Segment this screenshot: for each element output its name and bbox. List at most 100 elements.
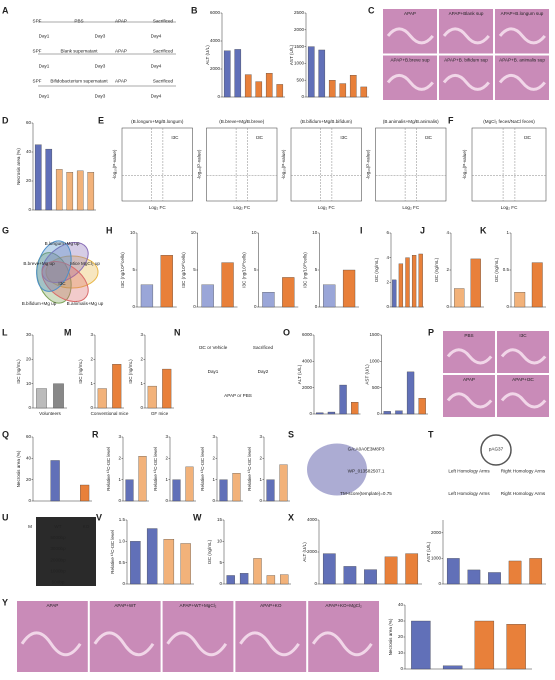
y-tick-label: 10: [217, 539, 223, 544]
y-tick-label: 0: [314, 581, 317, 586]
bar: [442, 665, 463, 670]
y-tick-label: 1000: [369, 359, 380, 364]
y-tick-label: 3: [212, 434, 215, 439]
y-tick-label: 0: [438, 581, 441, 586]
bar: [282, 277, 295, 308]
bar: [384, 556, 398, 585]
y-tick-label: 1.0: [119, 539, 126, 544]
bar: [234, 49, 242, 98]
y-tick-label: 0: [28, 498, 31, 503]
bar: [474, 620, 495, 670]
bar: [418, 253, 423, 308]
bar: [383, 411, 391, 415]
y-tick-label: 0: [165, 498, 168, 503]
bar: [328, 80, 336, 98]
bar: [316, 412, 324, 415]
panel-letter: P: [428, 327, 434, 337]
tissue-texture: [386, 27, 434, 45]
bar: [66, 172, 74, 211]
axis-label: Log₂ FC: [402, 205, 420, 210]
bar: [45, 148, 53, 211]
bar: [112, 364, 122, 409]
axis-label: I3C (ng/10¹⁰cells): [242, 252, 247, 288]
bar: [508, 560, 522, 585]
image-caption: APAP+WT: [114, 603, 136, 608]
bar: [398, 263, 404, 308]
y-tick-label: 15: [217, 517, 223, 522]
bar: [280, 574, 289, 585]
y-tick-label: 0.5: [119, 560, 126, 565]
y-tick-label: 0: [132, 304, 135, 309]
image-caption: APAP: [404, 11, 416, 16]
bar: [307, 46, 315, 98]
axis-label: Relative ¹³C-I3C level: [247, 447, 252, 491]
bar: [223, 50, 231, 98]
bar: [467, 569, 481, 585]
label: B.breve+Mg up: [23, 261, 55, 266]
label: M: [28, 524, 32, 529]
y-tick-label: 60: [26, 434, 32, 439]
y-tick-label: 5: [254, 267, 257, 272]
y-tick-label: 4000: [307, 517, 318, 522]
image-caption: APAP+B. bifidum sup: [444, 58, 488, 63]
bar: [351, 401, 359, 415]
label: GA:A0A0E3M8P3: [348, 446, 385, 451]
axis-label: Necrosis area (%): [16, 148, 21, 185]
panel-letter: N: [174, 327, 181, 337]
bar: [342, 269, 356, 308]
bar: [163, 539, 175, 585]
y-tick-label: 5: [315, 267, 318, 272]
axis-label: -log₁₀(P-value): [281, 149, 286, 179]
y-tick-label: 2000: [431, 530, 442, 535]
label: Sacrificed: [253, 345, 274, 350]
label: Left Homology Arms: [448, 491, 490, 496]
y-tick-label: 2000: [210, 66, 221, 71]
annotation: I3C: [425, 135, 433, 140]
y-tick-label: 3: [259, 434, 262, 439]
label: APAP: [115, 19, 127, 24]
panel-letter: A: [2, 5, 9, 15]
bar: [276, 84, 284, 98]
y-tick-label: 2: [165, 456, 168, 461]
y-tick-label: 0: [400, 666, 403, 671]
y-tick-label: 2: [118, 456, 121, 461]
bar: [339, 384, 347, 415]
y-tick-label: 10: [130, 230, 136, 235]
bar: [262, 292, 275, 308]
annotation: I3C: [171, 135, 179, 140]
label: WP_013582507.1: [348, 469, 385, 474]
label: Day4: [151, 64, 162, 69]
label: Right Homology Arms: [501, 469, 546, 474]
y-tick-label: 1000: [431, 556, 442, 561]
label: APAP: [115, 49, 127, 54]
bar: [34, 144, 42, 211]
tissue-texture: [311, 631, 373, 657]
y-tick-label: 4: [446, 230, 449, 235]
plot-frame: [121, 127, 193, 202]
y-tick-label: 2000: [307, 549, 318, 554]
axis-label: -log₁₀(P-value): [112, 149, 117, 179]
bar: [130, 541, 141, 585]
plot-frame: [375, 127, 447, 202]
tissue-texture: [442, 73, 490, 91]
y-tick-label: 0: [28, 207, 31, 212]
label: Day1: [208, 369, 219, 374]
label: Blank supernatant: [60, 49, 98, 54]
bar: [327, 411, 336, 415]
y-tick-label: 0: [309, 411, 312, 416]
label: 3000bp: [50, 546, 66, 551]
tissue-texture: [500, 348, 547, 365]
panel-letter: F: [448, 115, 454, 125]
y-tick-label: 20: [26, 357, 32, 362]
label: SPF: [33, 19, 42, 24]
y-tick-label: 6000: [210, 10, 221, 15]
y-tick-label: 0: [506, 304, 509, 309]
image-caption: APAP+I3C: [512, 377, 534, 382]
y-tick-label: 2000: [294, 27, 305, 32]
y-tick-label: 1: [212, 477, 215, 482]
tissue-texture: [20, 631, 82, 657]
label: SPF: [33, 49, 42, 54]
label: APAP: [115, 79, 127, 84]
y-tick-label: 40: [26, 149, 32, 154]
panel-letter: X: [288, 512, 294, 522]
